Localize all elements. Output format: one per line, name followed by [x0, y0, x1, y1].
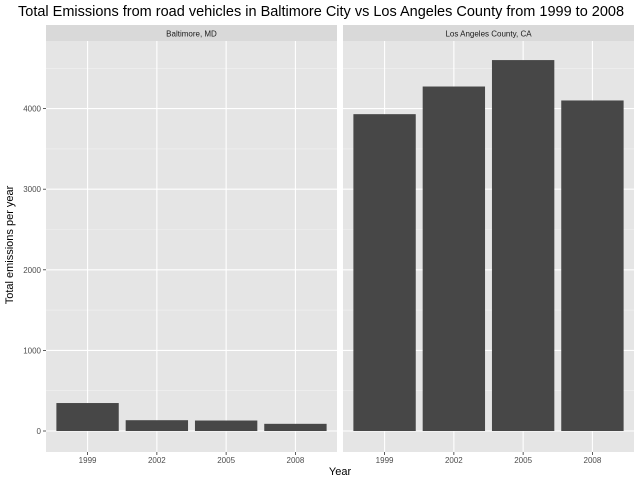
x-tick-label: 2008 [287, 456, 305, 465]
bar-2008 [561, 100, 624, 431]
x-tick-label: 2005 [217, 456, 235, 465]
x-axis-label: Year [329, 466, 352, 478]
chart-title: Total Emissions from road vehicles in Ba… [18, 4, 624, 20]
x-tick-label: 1999 [79, 456, 97, 465]
panel-background [46, 41, 337, 452]
bar-2008 [264, 423, 327, 431]
facet-strip [46, 25, 337, 41]
bar-1999 [56, 403, 119, 431]
x-tick-label: 2002 [148, 456, 166, 465]
panel: Baltimore, MD 1999 2002 2005 2008 [46, 25, 337, 465]
facet-strip-label: Los Angeles County, CA [445, 30, 532, 39]
panel: Los Angeles County, CA 1999 2002 2005 2008 [343, 25, 634, 465]
facet-strip [343, 25, 634, 41]
y-tick-label: 1000 [23, 346, 41, 355]
facet-strip-label: Baltimore, MD [166, 30, 217, 39]
bar-2002 [422, 86, 486, 432]
bar-1999 [353, 114, 416, 431]
y-tick-label: 4000 [23, 105, 41, 114]
y-axis-ticks: 0 1000 2000 3000 4000 [23, 105, 46, 436]
y-axis-label: Total emissions per year [4, 185, 16, 304]
y-tick-label: 0 [37, 427, 42, 436]
bar-2005 [194, 420, 258, 431]
x-tick-label: 2008 [584, 456, 602, 465]
y-tick-label: 3000 [23, 185, 41, 194]
bar-2005 [491, 60, 555, 432]
x-tick-label: 2002 [445, 456, 463, 465]
x-tick-label: 2005 [514, 456, 532, 465]
bar-2002 [125, 420, 189, 431]
y-tick-label: 2000 [23, 266, 41, 275]
x-tick-label: 1999 [376, 456, 394, 465]
